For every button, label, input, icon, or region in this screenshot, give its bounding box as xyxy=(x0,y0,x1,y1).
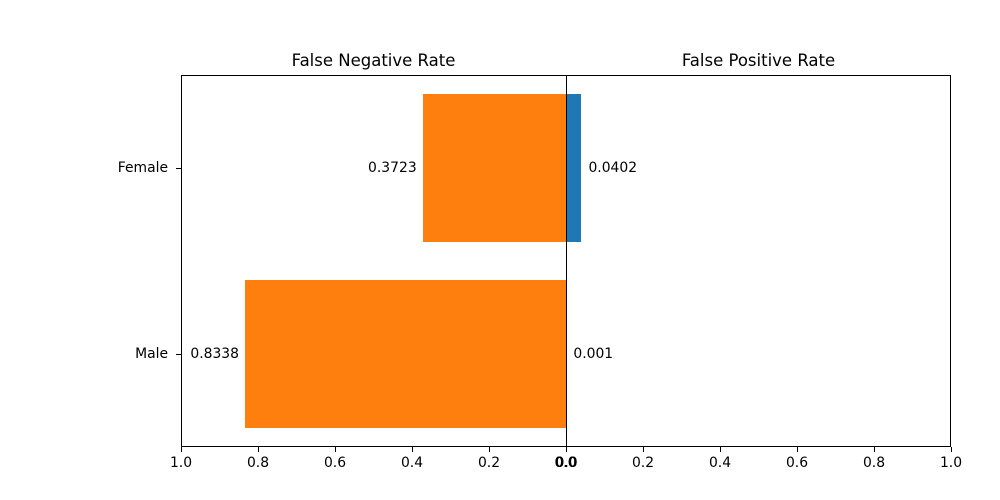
x-tick-label-left-0-2: 0.2 xyxy=(477,455,501,471)
x-tick-label-right-0-6: 0.6 xyxy=(785,455,809,471)
bar-false-negative-rate-female xyxy=(422,93,566,243)
x-tick-mark-right-0-0 xyxy=(565,447,567,452)
x-tick-label-left-0-8: 0.8 xyxy=(246,455,270,471)
y-tick-label-male: Male xyxy=(135,346,168,362)
x-tick-label-left-0-6: 0.6 xyxy=(323,455,347,471)
value-label-false-negative-rate-female: 0.3723 xyxy=(368,160,417,176)
x-tick-mark-right-0-2 xyxy=(642,447,644,452)
x-tick-label-right-0-4: 0.4 xyxy=(708,455,732,471)
x-tick-mark-left-1-0 xyxy=(180,447,182,452)
x-tick-mark-left-0-2 xyxy=(488,447,490,452)
x-tick-mark-right-0-6 xyxy=(796,447,798,452)
x-tick-label-right-1-0: 1.0 xyxy=(939,455,963,471)
y-tick-mark-male xyxy=(176,353,181,355)
x-tick-label-left-0-4: 0.4 xyxy=(400,455,424,471)
x-tick-mark-right-1-0 xyxy=(950,447,952,452)
x-tick-label-left-1-0: 1.0 xyxy=(169,455,193,471)
value-label-false-negative-rate-male: 0.8338 xyxy=(190,346,239,362)
x-tick-mark-left-0-8 xyxy=(257,447,259,452)
y-tick-label-female: Female xyxy=(117,160,168,176)
x-tick-mark-right-0-8 xyxy=(873,447,875,452)
x-tick-mark-left-0-4 xyxy=(411,447,413,452)
left-subplot-title: False Negative Rate xyxy=(291,51,456,70)
x-tick-label-right-0-8: 0.8 xyxy=(862,455,886,471)
y-tick-mark-female xyxy=(176,167,181,169)
right-subplot-title: False Positive Rate xyxy=(681,51,836,70)
x-tick-mark-right-0-4 xyxy=(719,447,721,452)
x-tick-mark-left-0-6 xyxy=(334,447,336,452)
center-axis-line xyxy=(565,75,567,447)
x-tick-label-left-0-0: 0.0 xyxy=(554,455,578,471)
x-tick-label-right-0-2: 0.2 xyxy=(631,455,655,471)
x-tick-label-right-0-0: 0.0 xyxy=(554,455,578,471)
bar-false-negative-rate-male xyxy=(244,279,566,429)
value-label-false-positive-rate-female: 0.0402 xyxy=(588,160,638,176)
bar-false-positive-rate-female xyxy=(566,93,582,243)
value-label-false-positive-rate-male: 0.001 xyxy=(573,346,614,362)
